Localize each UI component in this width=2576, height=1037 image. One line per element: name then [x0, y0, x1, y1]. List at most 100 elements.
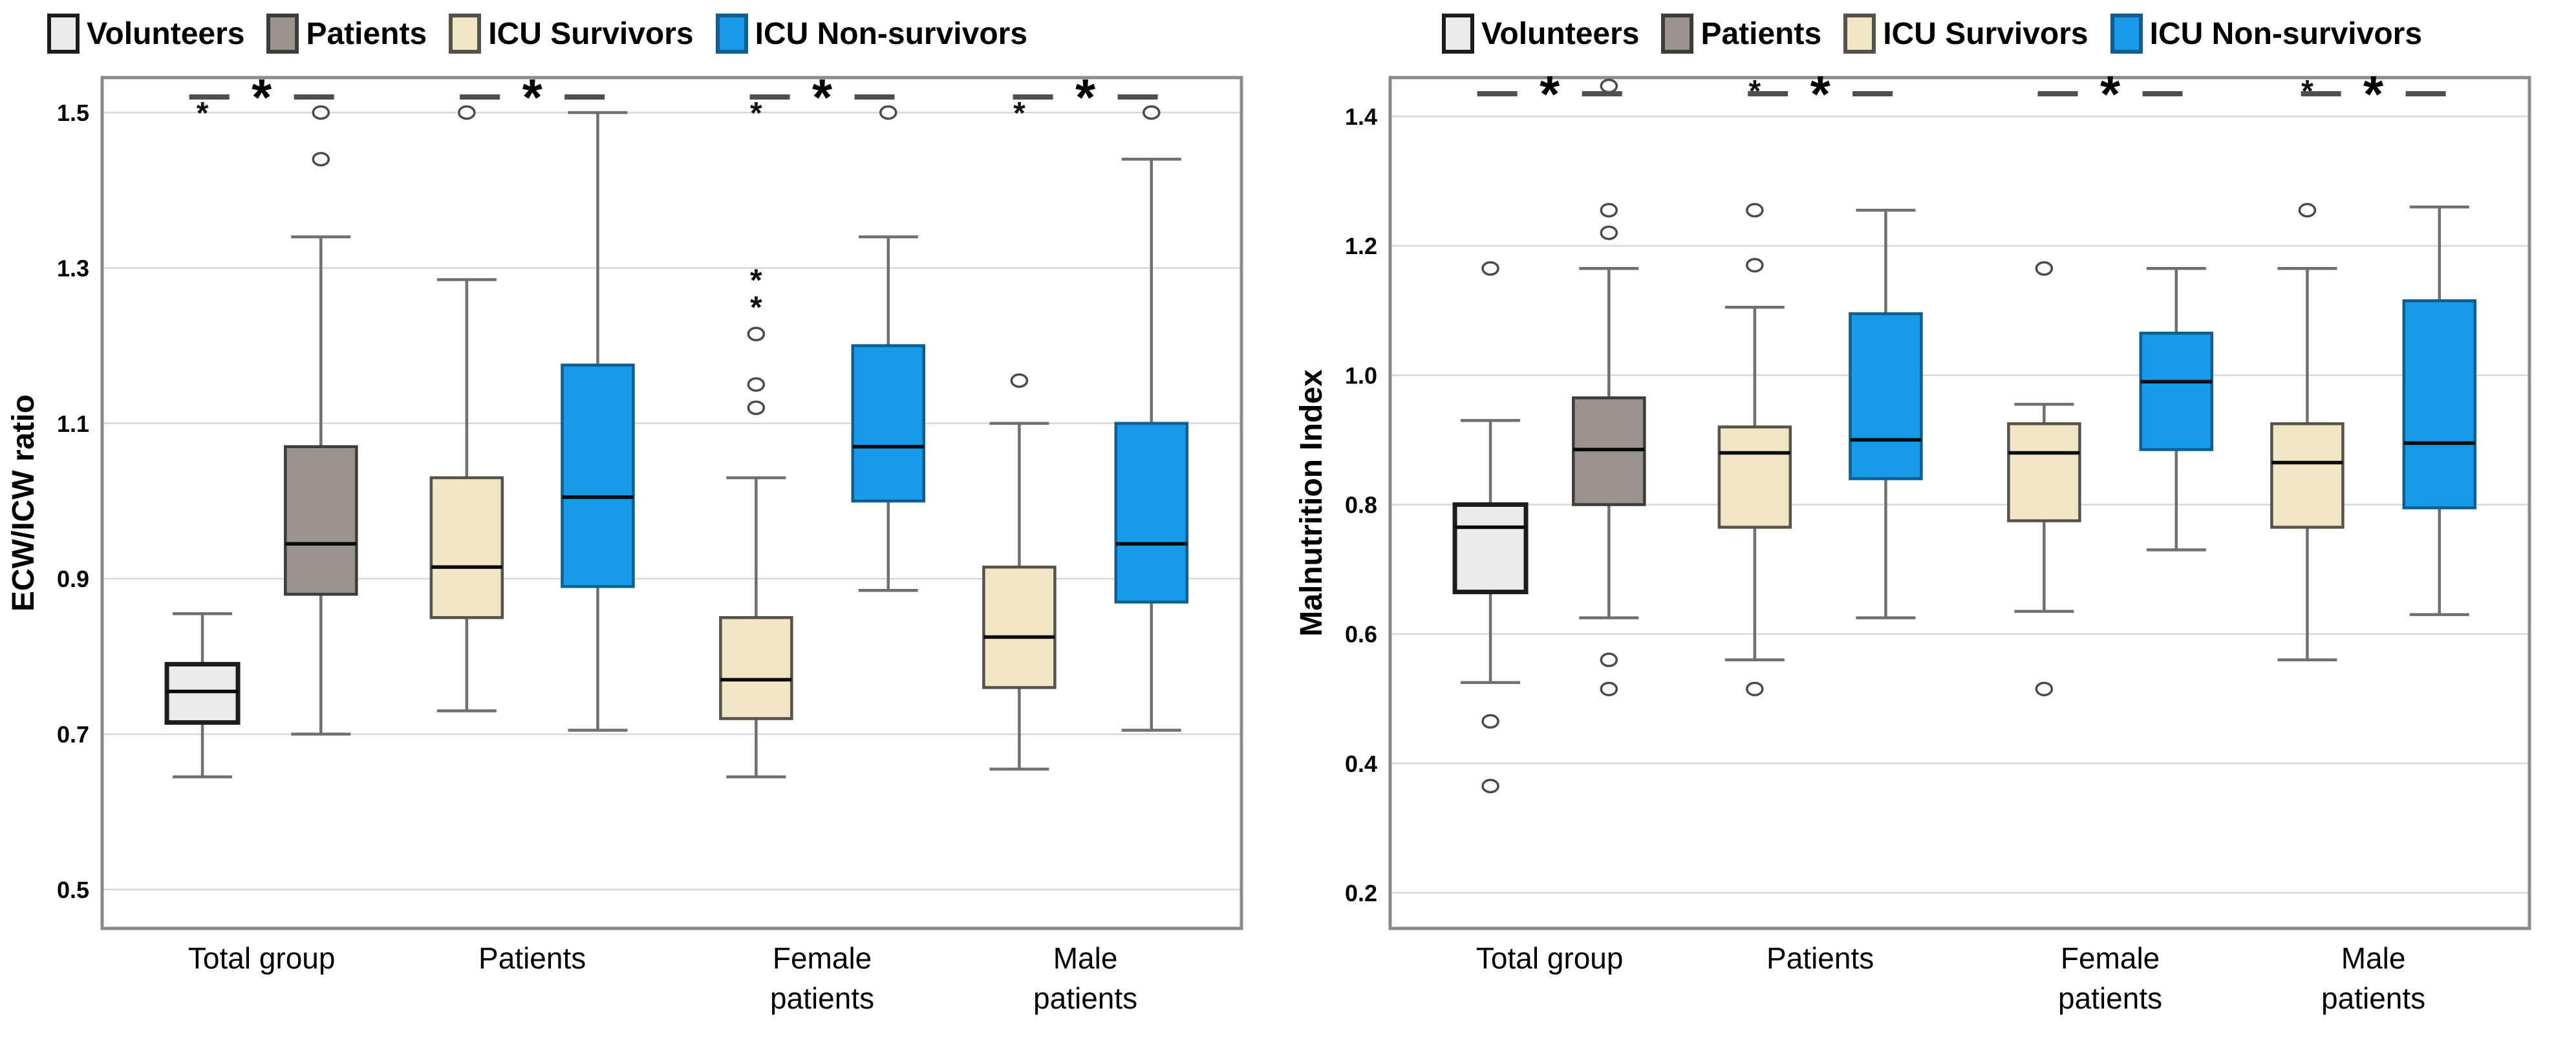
- y-tick-label: 0.8: [1345, 492, 1377, 518]
- legend-swatch-icu-survivors: [449, 14, 482, 54]
- sig-marker-group1: *: [1748, 67, 1893, 123]
- box-icu-non-survivors-group3: [2402, 205, 2477, 616]
- legend-label-patients: Patients: [1701, 16, 1822, 51]
- x-category-label: Male: [1053, 941, 1118, 975]
- outlier-circle: [312, 151, 330, 167]
- plot-border: [1388, 76, 2531, 930]
- box-rect: [164, 661, 241, 725]
- outlier-star: *: [750, 96, 762, 131]
- outlier-circle: [1600, 202, 1618, 218]
- legend-swatch-icu-non-survivors: [2110, 14, 2143, 54]
- legend-swatch-volunteers: [47, 14, 80, 54]
- box-icu-survivors-group3: *: [982, 96, 1057, 771]
- box-icu-non-survivors-group3: [1114, 105, 1189, 732]
- outlier-circle: [2035, 681, 2054, 696]
- box-rect: [719, 616, 793, 720]
- y-tick-label: 1.1: [57, 411, 89, 437]
- legend-swatch-volunteers: [1441, 14, 1474, 54]
- outlier-circle: [747, 326, 766, 341]
- box-icu-non-survivors-group2: [851, 105, 926, 592]
- x-category-label: Male: [2341, 941, 2406, 975]
- y-tick-label: 1.3: [57, 255, 89, 281]
- legend-item-volunteers: Volunteers: [1441, 14, 1639, 54]
- outlier-star: *: [197, 96, 209, 131]
- box-rect: [2007, 422, 2081, 522]
- y-tick-label: 0.2: [1345, 880, 1377, 906]
- x-category-label: Total group: [1476, 941, 1624, 975]
- sig-marker-group2: *: [2037, 67, 2183, 123]
- sig-marker-group0: *: [189, 69, 334, 126]
- box-icu-non-survivors-group1: [561, 111, 635, 732]
- outlier-circle: [2035, 261, 2054, 276]
- y-tick-label: 0.9: [57, 566, 89, 592]
- sig-marker-group2: *: [749, 69, 895, 126]
- y-tick-label: 1.0: [1345, 362, 1377, 389]
- outlier-circle: [1600, 225, 1618, 241]
- box-rect: [284, 445, 358, 596]
- legend-label-icu-non-survivors: ICU Non-survivors: [2149, 16, 2423, 51]
- y-tick-label: 1.4: [1345, 103, 1377, 130]
- x-category-label: Patients: [478, 941, 586, 975]
- x-category-label: patients: [770, 981, 874, 1015]
- legend: Volunteers Patients ICU Survivors ICU No…: [1288, 0, 2576, 67]
- box-icu-survivors-group2: [2007, 261, 2081, 696]
- y-tick-label: 0.7: [57, 722, 89, 748]
- y-axis-title: Malnutrition Index: [1294, 369, 1329, 637]
- y-tick-label: 1.2: [1345, 233, 1377, 259]
- legend-item-icu-non-survivors: ICU Non-survivors: [715, 14, 1027, 54]
- legend-item-icu-survivors: ICU Survivors: [449, 14, 694, 54]
- outlier-circle: [458, 105, 476, 120]
- sig-marker-group0: *: [1477, 67, 1622, 123]
- box-volunteers-group0: *: [164, 96, 241, 778]
- outlier-circle: [1481, 778, 1499, 794]
- sig-marker-group1: *: [460, 69, 605, 126]
- box-rect: [851, 344, 926, 503]
- outlier-circle: [1600, 78, 1618, 94]
- outlier-star: *: [750, 291, 762, 325]
- sig-asterisk: *: [522, 69, 543, 126]
- outlier-star: *: [1013, 96, 1025, 131]
- box-icu-survivors-group2: ***: [719, 96, 793, 778]
- sig-marker-group3: *: [1013, 69, 1158, 126]
- box-icu-non-survivors-group1: [1849, 208, 1923, 619]
- outlier-circle: [1481, 714, 1499, 729]
- box-rect: [429, 476, 504, 619]
- legend-item-volunteers: Volunteers: [47, 14, 244, 54]
- box-rect: [1849, 312, 1923, 480]
- box-icu-non-survivors-group2: [2139, 266, 2214, 551]
- sig-asterisk: *: [812, 69, 833, 126]
- box-icu-survivors-group1: *: [1717, 74, 1792, 696]
- x-category-label: Patients: [1766, 941, 1874, 975]
- box-patients-group0: [1572, 78, 1646, 696]
- outlier-circle: [747, 377, 766, 392]
- outlier-circle: [879, 105, 897, 120]
- y-tick-label: 0.5: [57, 877, 89, 903]
- x-category-label: Total group: [188, 941, 336, 975]
- x-category-label: patients: [2321, 981, 2425, 1015]
- legend-item-patients: Patients: [1661, 14, 1821, 54]
- y-tick-label: 1.5: [57, 100, 89, 126]
- box-rect: [1114, 422, 1189, 604]
- plot-border: [100, 76, 1243, 930]
- legend-item-patients: Patients: [266, 14, 427, 54]
- x-category-label: patients: [1033, 981, 1137, 1015]
- box-rect: [561, 363, 635, 588]
- x-category-label: Female: [2061, 941, 2160, 975]
- sig-asterisk: *: [252, 69, 272, 126]
- box-rect: [982, 565, 1057, 689]
- box-patients-group0: [284, 105, 358, 736]
- outlier-circle: [1481, 261, 1499, 276]
- sig-asterisk: *: [1540, 67, 1560, 123]
- outlier-circle: [1600, 681, 1618, 696]
- outlier-circle: [1010, 373, 1029, 388]
- box-rect: [2402, 299, 2477, 509]
- legend-swatch-icu-survivors: [1843, 14, 1876, 54]
- sig-asterisk: *: [1075, 69, 1096, 126]
- outlier-star: *: [750, 263, 762, 297]
- outlier-circle: [312, 105, 330, 120]
- box-rect: [1452, 502, 1529, 595]
- outlier-circle: [1746, 257, 1764, 273]
- outlier-circle: [747, 400, 766, 416]
